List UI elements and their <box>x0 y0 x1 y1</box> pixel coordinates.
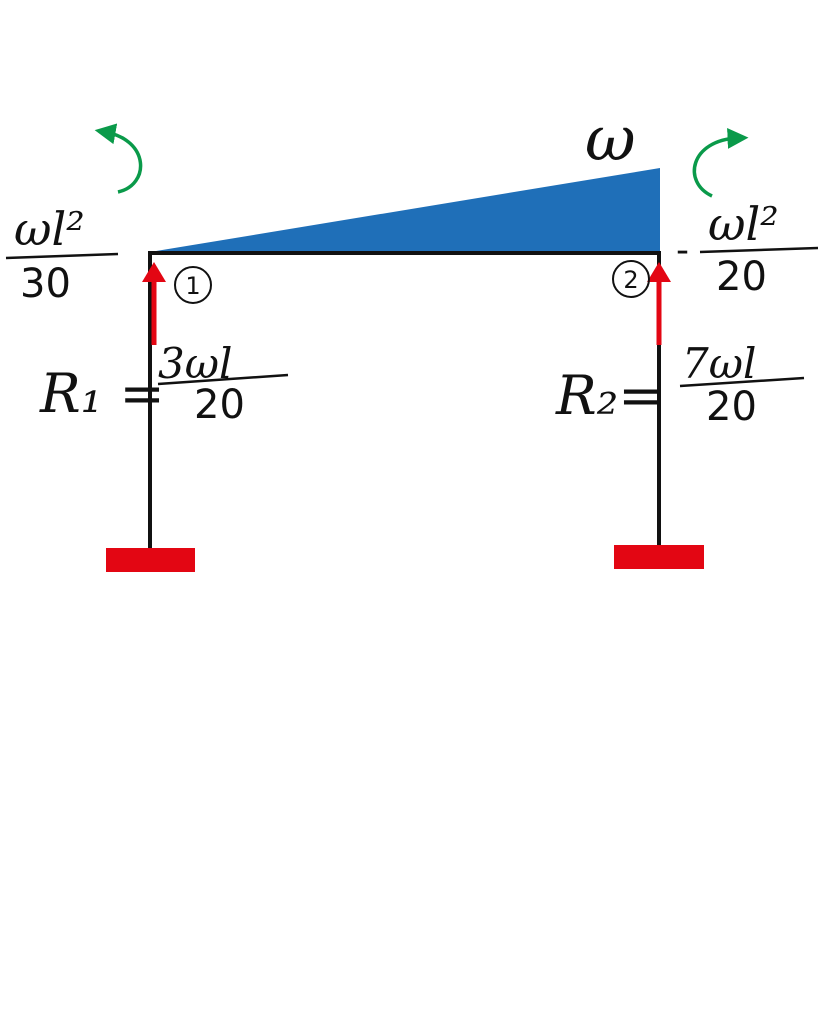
left-reaction-denominator: 20 <box>194 382 245 428</box>
left-support <box>106 548 195 572</box>
left-reaction-arrow-icon <box>142 262 166 345</box>
left-moment-value: ωl² 30 <box>5 202 119 307</box>
right-reaction-numerator: 7ωl <box>682 339 756 388</box>
right-reaction-arrow-icon <box>647 262 671 345</box>
right-moment-arrow-icon <box>692 127 749 198</box>
left-reaction-value: R₁ = 3ωl 20 <box>39 339 289 428</box>
node-1-marker: 1 <box>174 266 212 304</box>
left-moment-fraction-bar <box>5 252 119 260</box>
distributed-load <box>150 168 660 252</box>
right-support <box>614 545 704 569</box>
left-moment-numerator: ωl² <box>14 202 85 256</box>
right-reaction-denominator: 20 <box>706 384 757 430</box>
right-moment-numerator: ωl² <box>708 197 779 251</box>
right-reaction-value: R₂= 7ωl 20 <box>555 339 805 430</box>
right-moment-value: - ωl² 20 <box>676 197 819 300</box>
node-1-label: 1 <box>185 272 200 300</box>
right-reaction-fraction-bar <box>679 376 805 388</box>
node-2-label: 2 <box>623 266 638 294</box>
left-reaction-fraction-bar <box>157 373 289 386</box>
left-moment-denominator: 30 <box>20 261 71 307</box>
left-moment-arrow-icon <box>94 123 143 194</box>
right-moment-denominator: 20 <box>716 254 767 300</box>
right-moment-sign: - <box>676 230 689 271</box>
left-reaction-name: R₁ = <box>39 362 165 425</box>
node-2-marker: 2 <box>612 260 650 298</box>
right-reaction-name: R₂= <box>555 364 664 427</box>
load-symbol: ω <box>585 102 636 175</box>
right-moment-fraction-bar <box>699 246 819 254</box>
